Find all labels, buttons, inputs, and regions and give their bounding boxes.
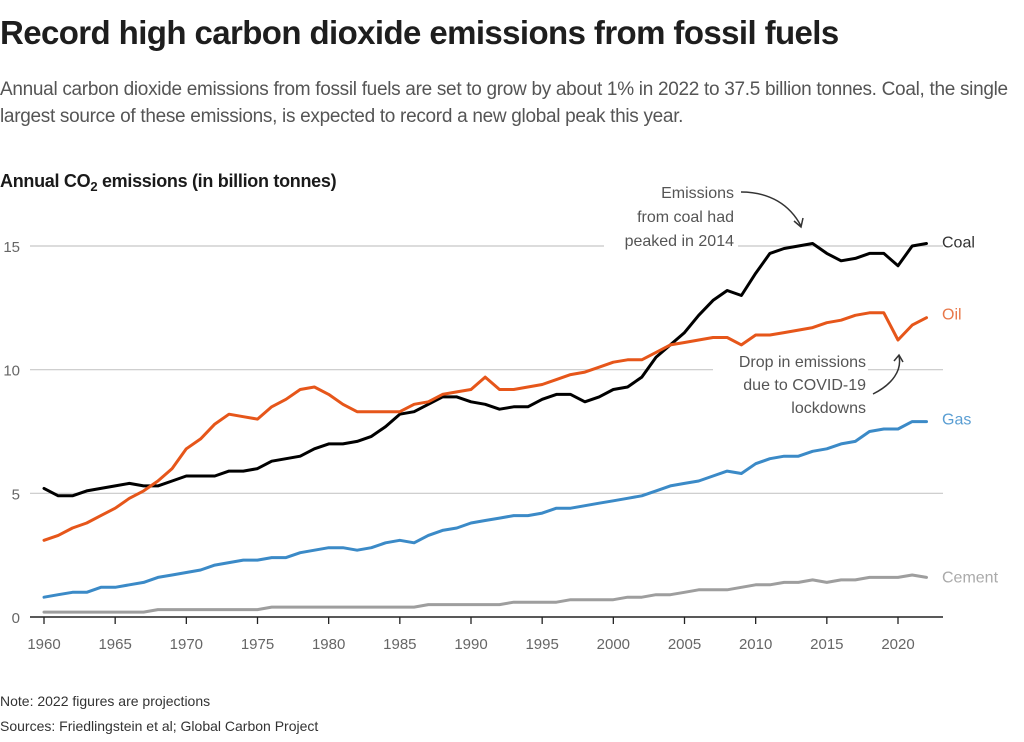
series-line-coal	[42, 242, 928, 498]
x-axis: 1960 1965 1970 1975 1980 1985 1990 1995 2000 2005…	[27, 616, 943, 653]
series-label-oil: Oil	[942, 307, 962, 324]
series-label-cement: Cement	[942, 569, 999, 586]
annotation-text-line: peaked in 2014	[625, 233, 735, 250]
series-labels: Coal Oil Gas Cement	[942, 235, 999, 587]
x-tick-label: 1975	[241, 636, 274, 653]
x-tick-label: 1965	[98, 636, 131, 653]
x-tick-label: 1990	[454, 636, 487, 653]
series-line-cement	[42, 573, 928, 614]
series-line-gas	[42, 420, 928, 599]
x-tick-label: 1995	[525, 636, 558, 653]
y-axis: 0 5 10 15	[3, 239, 20, 627]
y-tick-label: 5	[12, 486, 20, 503]
arrow-icon	[740, 191, 802, 227]
annotation-background	[604, 232, 738, 254]
annotations: Emissions from coal had peaked in 2014 Drop…	[604, 185, 904, 417]
series-label-coal: Coal	[942, 235, 975, 252]
series-label-gas: Gas	[942, 412, 971, 429]
annotation-text-line: due to COVID-19	[743, 377, 866, 394]
x-tick-label: 1985	[383, 636, 416, 653]
arrowhead-icon	[893, 353, 904, 363]
series-lines	[42, 242, 928, 614]
arrowhead-icon	[793, 217, 804, 229]
annotation-text-line: lockdowns	[791, 400, 866, 417]
chart-headline: Record high carbon dioxide emissions fro…	[0, 14, 839, 51]
annotation-background	[713, 358, 868, 380]
y-tick-label: 10	[3, 363, 20, 380]
y-tick-label: 0	[12, 610, 20, 627]
footnote-note: Note: 2022 figures are projections	[0, 693, 211, 709]
x-tick-label: 2000	[597, 636, 630, 653]
chart-title: Annual CO2 emissions (in billion tonnes)	[0, 171, 337, 194]
annotation-text-line: from coal had	[637, 209, 734, 226]
annotation-text-line: Emissions	[661, 185, 734, 202]
chart-title-suffix: emissions (in billion tonnes)	[97, 171, 337, 191]
x-tick-label: 2015	[810, 636, 843, 653]
footnote-source: Sources: Friedlingstein et al; Global Ca…	[0, 718, 319, 734]
chart-subtitle: Annual carbon dioxide emissions from fos…	[0, 79, 1008, 127]
x-tick-label: 2005	[668, 636, 701, 653]
arrow-icon	[872, 355, 901, 395]
x-tick-label: 1970	[170, 636, 203, 653]
x-tick-label: 2010	[739, 636, 772, 653]
x-tick-label: 1980	[312, 636, 345, 653]
x-tick-label: 2020	[881, 636, 914, 653]
series-line-oil	[42, 311, 928, 542]
chart-title-subscript: 2	[90, 179, 98, 194]
annotation-covid-drop: Drop in emissions due to COVID-19 lockdown…	[713, 353, 904, 417]
annotation-text-line: Drop in emissions	[739, 354, 866, 371]
annotation-coal-peak: Emissions from coal had peaked in 2014	[604, 185, 804, 254]
y-tick-label: 15	[3, 239, 20, 256]
x-tick-label: 1960	[27, 636, 60, 653]
chart-title-prefix: Annual CO	[0, 171, 91, 191]
